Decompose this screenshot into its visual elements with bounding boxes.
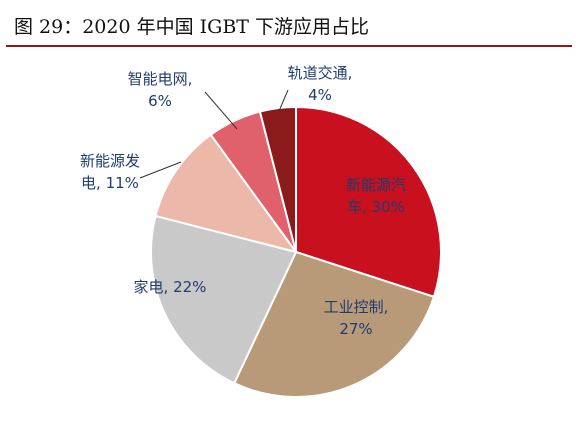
pie-slice-1 [295, 105, 442, 299]
title-underline [6, 45, 572, 47]
pie-slice-3 [150, 214, 298, 385]
slice-label-2: 工业控制, 27% [324, 298, 389, 338]
slice-label-5: 智能电网, 6% [128, 70, 193, 110]
leader-line-6 [278, 89, 289, 112]
slice-label-3: 家电, 22% [134, 278, 207, 296]
leader-line-4 [139, 161, 182, 179]
pie-slice-2 [232, 250, 436, 398]
pie-slice-6 [258, 105, 297, 253]
slice-label-6: 轨道交通, 4% [288, 64, 353, 104]
slice-label-4: 新能源发电, 11% [80, 152, 140, 192]
leader-line-5 [204, 91, 238, 130]
pie-slice-4 [154, 133, 299, 254]
slice-label-1: 新能源汽车, 30% [346, 176, 406, 216]
chart-title: 图 29：2020 年中国 IGBT 下游应用占比 [14, 16, 370, 38]
